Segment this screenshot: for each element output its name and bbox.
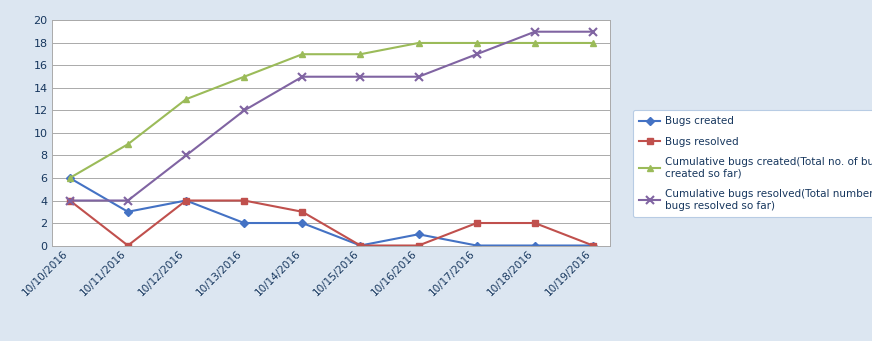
Bugs created — [588, 243, 598, 248]
Cumulative bugs created(Total no. of bugs
created so far) — [297, 52, 308, 56]
Legend: Bugs created, Bugs resolved, Cumulative bugs created(Total no. of bugs
created s: Bugs created, Bugs resolved, Cumulative … — [633, 110, 872, 217]
Bugs created — [297, 221, 308, 225]
Cumulative bugs created(Total no. of bugs
created so far) — [588, 41, 598, 45]
Cumulative bugs created(Total no. of bugs
created so far) — [529, 41, 540, 45]
Bugs created — [413, 232, 424, 236]
Bugs resolved — [297, 210, 308, 214]
Cumulative bugs resolved(Total number of
bugs resolved so far) — [413, 75, 424, 79]
Cumulative bugs resolved(Total number of
bugs resolved so far) — [239, 108, 249, 113]
Line: Bugs resolved: Bugs resolved — [67, 198, 596, 248]
Cumulative bugs resolved(Total number of
bugs resolved so far) — [472, 52, 482, 56]
Bugs created — [239, 221, 249, 225]
Bugs resolved — [123, 243, 133, 248]
Cumulative bugs resolved(Total number of
bugs resolved so far) — [181, 153, 191, 158]
Bugs resolved — [413, 243, 424, 248]
Cumulative bugs resolved(Total number of
bugs resolved so far) — [123, 198, 133, 203]
Cumulative bugs created(Total no. of bugs
created so far) — [65, 176, 75, 180]
Bugs resolved — [181, 198, 191, 203]
Bugs resolved — [529, 221, 540, 225]
Line: Cumulative bugs resolved(Total number of
bugs resolved so far): Cumulative bugs resolved(Total number of… — [65, 28, 597, 205]
Bugs resolved — [588, 243, 598, 248]
Cumulative bugs created(Total no. of bugs
created so far) — [413, 41, 424, 45]
Bugs created — [472, 243, 482, 248]
Bugs created — [355, 243, 365, 248]
Bugs created — [123, 210, 133, 214]
Cumulative bugs resolved(Total number of
bugs resolved so far) — [529, 30, 540, 34]
Bugs resolved — [472, 221, 482, 225]
Cumulative bugs resolved(Total number of
bugs resolved so far) — [65, 198, 75, 203]
Cumulative bugs created(Total no. of bugs
created so far) — [472, 41, 482, 45]
Bugs resolved — [65, 198, 75, 203]
Line: Bugs created: Bugs created — [67, 175, 596, 248]
Bugs created — [529, 243, 540, 248]
Line: Cumulative bugs created(Total no. of bugs
created so far): Cumulative bugs created(Total no. of bug… — [66, 40, 596, 181]
Cumulative bugs created(Total no. of bugs
created so far) — [239, 75, 249, 79]
Cumulative bugs created(Total no. of bugs
created so far) — [123, 142, 133, 146]
Bugs resolved — [239, 198, 249, 203]
Cumulative bugs resolved(Total number of
bugs resolved so far) — [297, 75, 308, 79]
Cumulative bugs resolved(Total number of
bugs resolved so far) — [588, 30, 598, 34]
Bugs created — [65, 176, 75, 180]
Cumulative bugs resolved(Total number of
bugs resolved so far) — [355, 75, 365, 79]
Bugs created — [181, 198, 191, 203]
Bugs resolved — [355, 243, 365, 248]
Cumulative bugs created(Total no. of bugs
created so far) — [181, 97, 191, 101]
Cumulative bugs created(Total no. of bugs
created so far) — [355, 52, 365, 56]
